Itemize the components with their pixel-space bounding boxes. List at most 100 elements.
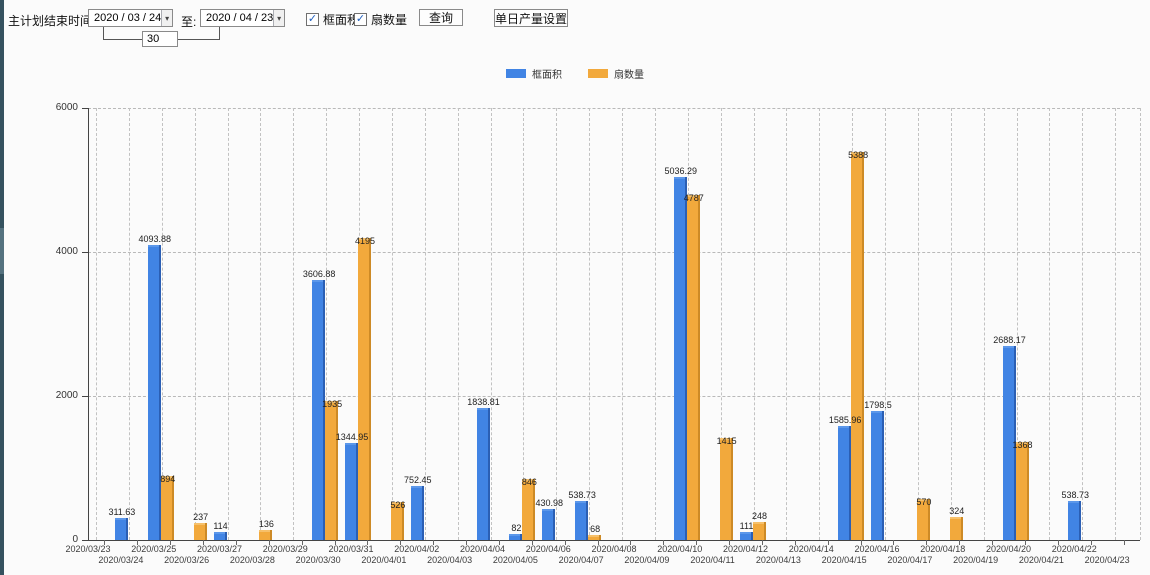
x-axis-label: 2020/03/23: [65, 544, 111, 554]
fan-count-checkbox-label: 扇数量: [371, 13, 408, 27]
connector-line: [178, 39, 220, 40]
bar-frame-area: [476, 407, 490, 540]
checkbox-check-icon[interactable]: ✓: [354, 13, 367, 26]
x-axis-tick: [466, 540, 468, 545]
bar-value-label: 248: [751, 511, 768, 522]
bar-frame-area: [673, 177, 687, 540]
bar-fan-count: [588, 535, 602, 540]
x-axis-tick: [794, 540, 796, 545]
bar-frame-area: [1002, 346, 1016, 540]
x-axis-label: 2020/04/18: [920, 544, 966, 554]
gridline: [260, 108, 262, 540]
bar-value-label: 4093.88: [138, 234, 172, 245]
bar-value-label: 5036.29: [664, 166, 698, 177]
bar-value-label: 4195: [354, 235, 376, 246]
legend-item-frame-area: 框面积: [506, 66, 562, 81]
x-axis-label: 2020/04/16: [854, 544, 900, 554]
bar-value-label: 526: [390, 500, 406, 511]
bar-value-label: 136: [258, 519, 274, 530]
gridline: [96, 108, 97, 540]
gridline: [88, 252, 1140, 253]
gridline: [293, 108, 295, 540]
x-axis-label: 2020/04/05: [492, 555, 538, 565]
x-axis-label: 2020/03/28: [229, 555, 275, 565]
x-axis-label: 2020/04/14: [788, 544, 834, 554]
bar-fan-count: [851, 152, 865, 540]
bar-value-label: 311.63: [108, 506, 136, 517]
bar-fan-count: [916, 498, 930, 540]
x-axis-tick: [630, 540, 632, 545]
x-axis-label: 2020/04/22: [1051, 544, 1097, 554]
x-axis-tick: [367, 540, 369, 545]
x-axis-tick: [696, 540, 698, 545]
y-axis-tick: [82, 396, 88, 397]
x-axis-label: 2020/04/11: [690, 555, 735, 565]
chevron-down-icon[interactable]: ▾: [273, 10, 284, 26]
checkbox-check-icon[interactable]: ✓: [306, 13, 319, 26]
x-axis-tick: [235, 540, 237, 545]
bar-value-label: 68: [590, 524, 601, 535]
date-to-value[interactable]: 2020 / 04 / 23: [206, 12, 274, 24]
bar-frame-area: [114, 517, 128, 540]
gridline: [983, 108, 985, 540]
x-axis-label: 2020/04/04: [459, 544, 506, 554]
y-axis-label: 0: [72, 534, 78, 545]
x-axis-label: 2020/03/26: [164, 555, 210, 565]
connector-line: [103, 39, 143, 40]
x-axis-label: 2020/03/24: [98, 555, 144, 565]
gridline: [885, 108, 886, 540]
x-axis-tick: [761, 540, 763, 545]
bar-value-label: 1935: [322, 398, 343, 409]
chart-legend: 框面积 扇数量: [0, 66, 1150, 81]
frame-area-checkbox-label: 框面积: [323, 13, 360, 27]
gridline: [88, 396, 1140, 397]
bar-fan-count: [325, 400, 339, 540]
x-axis-label: 2020/04/21: [1018, 555, 1064, 565]
y-axis-line: [88, 108, 89, 540]
y-axis-tick: [82, 108, 88, 109]
x-axis-tick: [334, 540, 336, 545]
bar-value-label: 430.98: [535, 497, 564, 508]
y-axis-tick: [82, 252, 88, 253]
bar-frame-area: [1068, 501, 1082, 540]
bar-value-label: 237: [193, 511, 209, 522]
chevron-down-icon[interactable]: ▾: [161, 10, 172, 26]
x-axis-label: 2020/04/13: [755, 555, 801, 565]
bar-fan-count: [390, 502, 404, 540]
daily-output-settings-button[interactable]: 单日产量设置: [494, 9, 568, 27]
gridline: [819, 108, 821, 540]
connector-line: [219, 27, 220, 40]
bar-fan-count: [752, 522, 766, 540]
x-axis-label: 2020/04/02: [394, 544, 440, 554]
date-from-value[interactable]: 2020 / 03 / 24: [94, 12, 162, 24]
x-axis-label: 2020/04/08: [591, 544, 637, 554]
bar-fan-count: [719, 438, 733, 540]
legend-swatch-blue: [506, 69, 526, 78]
gridline: [589, 108, 591, 540]
x-axis-tick: [433, 540, 435, 545]
fan-count-checkbox[interactable]: ✓ 扇数量: [354, 11, 407, 28]
frame-area-checkbox[interactable]: ✓ 框面积: [306, 11, 359, 28]
x-axis-tick: [1024, 540, 1026, 545]
bar-frame-area: [345, 443, 358, 540]
gridline: [1082, 108, 1084, 540]
left-edge-panel: [0, 0, 4, 575]
date-to-picker[interactable]: 2020 / 04 / 23 ▾: [200, 9, 285, 27]
interval-days-input[interactable]: 30: [142, 31, 178, 47]
gridline: [753, 108, 755, 540]
end-time-label: 主计划结束时间:: [8, 14, 96, 28]
x-axis-tick: [959, 540, 961, 545]
gridline: [490, 108, 492, 540]
x-axis-label: 2020/04/10: [657, 544, 703, 554]
gridline: [424, 108, 426, 540]
x-axis-tick: [597, 540, 599, 545]
query-button[interactable]: 查询: [419, 9, 463, 26]
date-from-picker[interactable]: 2020 / 03 / 24 ▾: [88, 9, 173, 27]
gridline: [622, 108, 623, 540]
x-axis-label: 2020/03/25: [131, 544, 177, 554]
x-axis-tick: [1090, 540, 1092, 545]
bar-fan-count: [358, 237, 371, 540]
gridline: [326, 108, 328, 540]
bar-value-label: 752.45: [403, 474, 432, 485]
x-axis-label: 2020/04/12: [722, 544, 769, 554]
